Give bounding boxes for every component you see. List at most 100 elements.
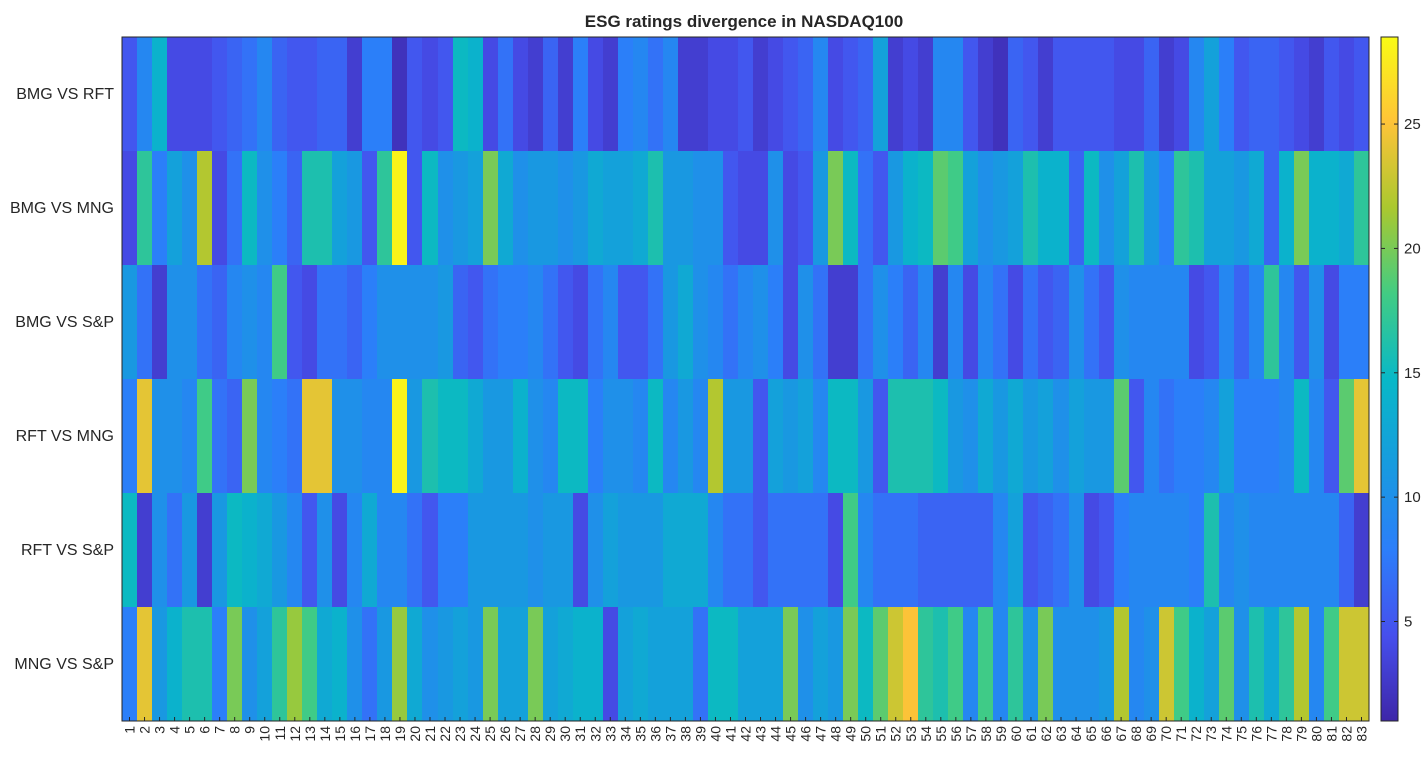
heatmap-cell (933, 265, 949, 380)
heatmap-cell (422, 379, 439, 494)
heatmap-cell (828, 379, 844, 494)
heatmap-cell (543, 607, 559, 722)
heatmap-cell (933, 493, 949, 608)
column-label: 60 (1008, 726, 1024, 742)
heatmap-cell (663, 265, 679, 380)
heatmap-cell (663, 607, 679, 722)
heatmap-cell (302, 493, 318, 608)
column-label: 25 (482, 726, 498, 742)
heatmap-cell (783, 37, 799, 152)
heatmap-cell (1144, 265, 1160, 380)
column-label: 47 (813, 726, 829, 742)
heatmap-cell (633, 37, 649, 152)
heatmap-cell (618, 379, 634, 494)
heatmap-cell (873, 265, 889, 380)
heatmap-cell (1084, 37, 1100, 152)
heatmap-cell (242, 151, 258, 266)
heatmap-cell (242, 607, 258, 722)
heatmap-cell (1204, 379, 1220, 494)
heatmap-cell (1219, 151, 1235, 266)
heatmap-cell (948, 37, 964, 152)
heatmap-cell (978, 151, 994, 266)
heatmap-cell (1354, 37, 1370, 152)
heatmap-cell (347, 607, 363, 722)
heatmap-cell (407, 37, 423, 152)
heatmap-cell (1114, 37, 1130, 152)
heatmap-cell (362, 37, 378, 152)
heatmap-cell (1264, 493, 1280, 608)
heatmap-cell (392, 379, 408, 494)
heatmap-cell (918, 379, 934, 494)
column-labels: 1 2 3 4 5 6 7 8 9 10 11 12 13 14 15 16 17 18 19 20 21 22 23 24 2… (122, 717, 1369, 742)
heatmap-cell (1084, 265, 1100, 380)
heatmap-cell (1053, 151, 1070, 266)
column-label: 63 (1053, 726, 1069, 742)
column-label: 56 (948, 726, 964, 742)
heatmap-cell (182, 265, 198, 380)
heatmap-cell (212, 37, 228, 152)
heatmap-cell (978, 265, 994, 380)
heatmap-cell (498, 37, 514, 152)
heatmap-cell (783, 151, 799, 266)
heatmap-cell (933, 37, 949, 152)
column-label: 39 (692, 726, 708, 742)
heatmap-cell (498, 265, 514, 380)
heatmap-cell (1264, 607, 1280, 722)
heatmap-cell (1008, 379, 1024, 494)
heatmap-cell (558, 607, 574, 722)
heatmap-cell (1189, 37, 1205, 152)
heatmap-cell (1324, 379, 1340, 494)
heatmap-cell (528, 379, 544, 494)
heatmap-cell (573, 607, 589, 722)
heatmap-cell (1008, 151, 1024, 266)
heatmap-cell (438, 37, 454, 152)
heatmap-cell (1219, 379, 1235, 494)
heatmap-cell (573, 379, 589, 494)
heatmap-cell (377, 607, 393, 722)
heatmap-cell (377, 493, 393, 608)
heatmap-cell (1294, 379, 1310, 494)
heatmap-cell (783, 493, 799, 608)
column-label: 51 (873, 726, 889, 742)
column-label: 68 (1128, 726, 1144, 742)
column-label: 30 (557, 726, 573, 742)
column-label: 64 (1068, 726, 1084, 742)
heatmap-cell (573, 151, 589, 266)
column-label: 3 (152, 726, 168, 734)
column-label: 4 (167, 726, 183, 734)
heatmap-cell (1084, 493, 1100, 608)
heatmap-cell (1309, 265, 1325, 380)
heatmap-cell (1309, 151, 1325, 266)
heatmap-cell (978, 379, 994, 494)
heatmap-cell (483, 607, 499, 722)
heatmap-cell (332, 379, 348, 494)
heatmap-cell (783, 265, 799, 380)
column-label: 12 (287, 726, 303, 742)
heatmap-cell (498, 493, 514, 608)
heatmap-cell (1038, 493, 1054, 608)
heatmap-cell (528, 607, 544, 722)
heatmap-cell (1159, 607, 1175, 722)
column-label: 43 (753, 726, 769, 742)
heatmap-cell (753, 379, 769, 494)
heatmap-cell (828, 493, 844, 608)
heatmap-cell (1159, 379, 1175, 494)
heatmap-cell (347, 265, 363, 380)
column-label: 17 (362, 726, 378, 742)
column-label: 23 (452, 726, 468, 742)
heatmap-cell (332, 265, 348, 380)
column-label: 27 (512, 726, 528, 742)
heatmap-cell (798, 265, 814, 380)
heatmap-cell (1023, 37, 1039, 152)
heatmap-cell (272, 493, 288, 608)
heatmap-cell (843, 493, 859, 608)
heatmap-cell (438, 265, 454, 380)
heatmap-cell (723, 379, 739, 494)
heatmap-cell (993, 379, 1009, 494)
heatmap-cell (558, 37, 574, 152)
heatmap-cell (152, 37, 168, 152)
heatmap-cell (903, 607, 919, 722)
column-label: 6 (197, 726, 213, 734)
heatmap-cell (723, 493, 739, 608)
heatmap-cell (543, 37, 559, 152)
